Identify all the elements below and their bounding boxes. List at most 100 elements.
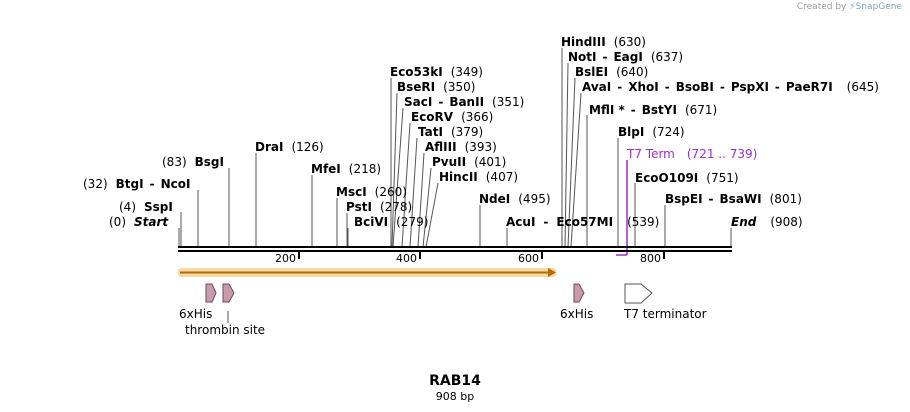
tick-label-400: 400: [396, 252, 417, 265]
line-bseri: [391, 92, 398, 248]
site-name-4: PspXI: [730, 80, 769, 94]
site-avai[interactable]: AvaI - XhoI - BsoBI - PspXI - PaeR7I (645): [582, 80, 879, 94]
site-pos: (637): [650, 50, 684, 64]
feature-thrombin[interactable]: [222, 283, 235, 323]
site-msci[interactable]: MscI (260): [336, 185, 407, 199]
site-name: T7 Term: [627, 147, 675, 161]
site-pos: (721 .. 739): [686, 147, 758, 161]
site-pos: (751): [706, 171, 739, 185]
site-bsgi[interactable]: (83) BsgI: [162, 155, 224, 169]
dna-backbone: [178, 246, 732, 252]
site-name: AvaI: [582, 80, 612, 94]
t7-terminator-shape: [624, 283, 653, 304]
site-pos: (350): [443, 80, 476, 94]
site-ecoo109i[interactable]: EcoO109I (751): [635, 171, 739, 185]
site-pos: (366): [461, 110, 494, 124]
site-pos: (645): [846, 80, 879, 94]
site-bspei[interactable]: BspEI - BsaWI (801): [665, 192, 802, 206]
site-name: BsgI: [194, 155, 224, 169]
site-eco53ki[interactable]: Eco53kI (349): [390, 65, 483, 79]
site-name: EcoRV: [411, 110, 454, 124]
site-ndei[interactable]: NdeI (495): [479, 192, 551, 206]
site-pos: (908): [770, 215, 803, 229]
feature-label-sixhis-2: 6xHis: [560, 307, 594, 321]
site-name: HindIII: [561, 35, 606, 49]
site-psti[interactable]: PstI (278): [346, 200, 412, 214]
site-bseri[interactable]: BseRI (350): [397, 80, 475, 94]
feature-sixhis-1[interactable]: [205, 283, 217, 303]
site-name: SspI: [144, 200, 173, 214]
site-pos: (351): [492, 95, 525, 109]
line-tati: [409, 137, 418, 248]
site-pos: (539): [627, 215, 660, 229]
site-bcivi[interactable]: BciVI (279): [354, 215, 428, 229]
site-acui[interactable]: AcuI - Eco57MI (539): [506, 215, 660, 229]
site-tati[interactable]: TatI (379): [418, 125, 483, 139]
sixhis-1-shape: [205, 283, 217, 303]
map-title: RAB14: [429, 373, 481, 389]
site-pos: (0): [109, 215, 126, 229]
site-mfli[interactable]: MflI * - BstYI (671): [589, 103, 718, 117]
site-name: End: [731, 215, 757, 229]
orf-arrow[interactable]: [178, 268, 556, 277]
site-t7-term[interactable]: T7 Term (721 .. 739): [627, 147, 757, 161]
site-mfei[interactable]: MfeI (218): [311, 162, 381, 176]
site-name: BslEI: [575, 65, 609, 79]
tick-label-200: 200: [275, 252, 296, 265]
site-aflii[interactable]: AflIII (393): [425, 140, 497, 154]
site-name: BtgI: [115, 177, 144, 191]
site-name: BciVI: [354, 215, 389, 229]
feature-label-thrombin: thrombin site: [185, 323, 266, 337]
tick-label-600: 600: [518, 252, 539, 265]
feature-sixhis-2[interactable]: [573, 283, 585, 303]
site-sspi[interactable]: (4) SspI: [119, 200, 173, 214]
site-hindiii[interactable]: HindIII (630): [561, 35, 646, 49]
site-name-3: BsoBI: [675, 80, 714, 94]
site-name: Eco53kI: [390, 65, 443, 79]
tick-label-800: 800: [640, 252, 661, 265]
site-ecorv[interactable]: EcoRV (366): [411, 110, 493, 124]
site-start[interactable]: (0) Start: [109, 215, 168, 229]
site-pos: (349): [450, 65, 483, 79]
site-bslei[interactable]: BslEI (640): [575, 65, 648, 79]
line-aflii: [417, 152, 425, 248]
site-pos: (379): [450, 125, 484, 139]
site-name-2: XhoI: [628, 80, 659, 94]
line-noti: [564, 62, 569, 248]
site-name: NdeI: [479, 192, 511, 206]
site-pos: (495): [518, 192, 551, 206]
site-name: MflI *: [589, 103, 625, 117]
thrombin-shape: [222, 283, 235, 303]
line-pvuii: [422, 167, 432, 248]
site-pos: (724): [652, 125, 685, 139]
site-pos: (32): [83, 177, 108, 191]
line-ecorv: [401, 122, 411, 248]
site-name-2: Eco57MI: [556, 215, 614, 229]
site-name: PstI: [346, 200, 372, 214]
line-avai: [570, 92, 582, 248]
site-btgi[interactable]: (32) BtgI - NcoI: [83, 177, 191, 191]
snapgene-credit: Created by ⚡SnapGene: [797, 2, 902, 12]
site-pos: (407): [485, 170, 519, 184]
site-blpi[interactable]: BlpI (724): [618, 125, 685, 139]
site-name-2: BstYI: [641, 103, 677, 117]
site-noti[interactable]: NotI - EagI (637): [568, 50, 684, 64]
feature-label-t7-terminator: T7 terminator: [624, 307, 707, 321]
ruler-ticks: [298, 251, 665, 259]
site-saci[interactable]: SacI - BanII (351): [404, 95, 525, 109]
site-name: BlpI: [618, 125, 645, 139]
site-name: SacI: [404, 95, 433, 109]
site-end[interactable]: End (908): [731, 215, 803, 229]
site-hincii[interactable]: HincII (407): [439, 170, 518, 184]
feature-t7-terminator[interactable]: [624, 283, 653, 304]
site-pvuii[interactable]: PvuII (401): [432, 155, 506, 169]
sixhis-2-shape: [573, 283, 585, 303]
site-drai[interactable]: DraI (126): [255, 140, 324, 154]
site-name-5: PaeR7I: [785, 80, 833, 94]
line-bslei: [567, 77, 576, 248]
credit-prefix: Created by: [796, 2, 847, 12]
site-pos: (630): [613, 35, 646, 49]
sequence-length: 908 bp: [435, 390, 475, 403]
site-pos: (279): [396, 215, 429, 229]
